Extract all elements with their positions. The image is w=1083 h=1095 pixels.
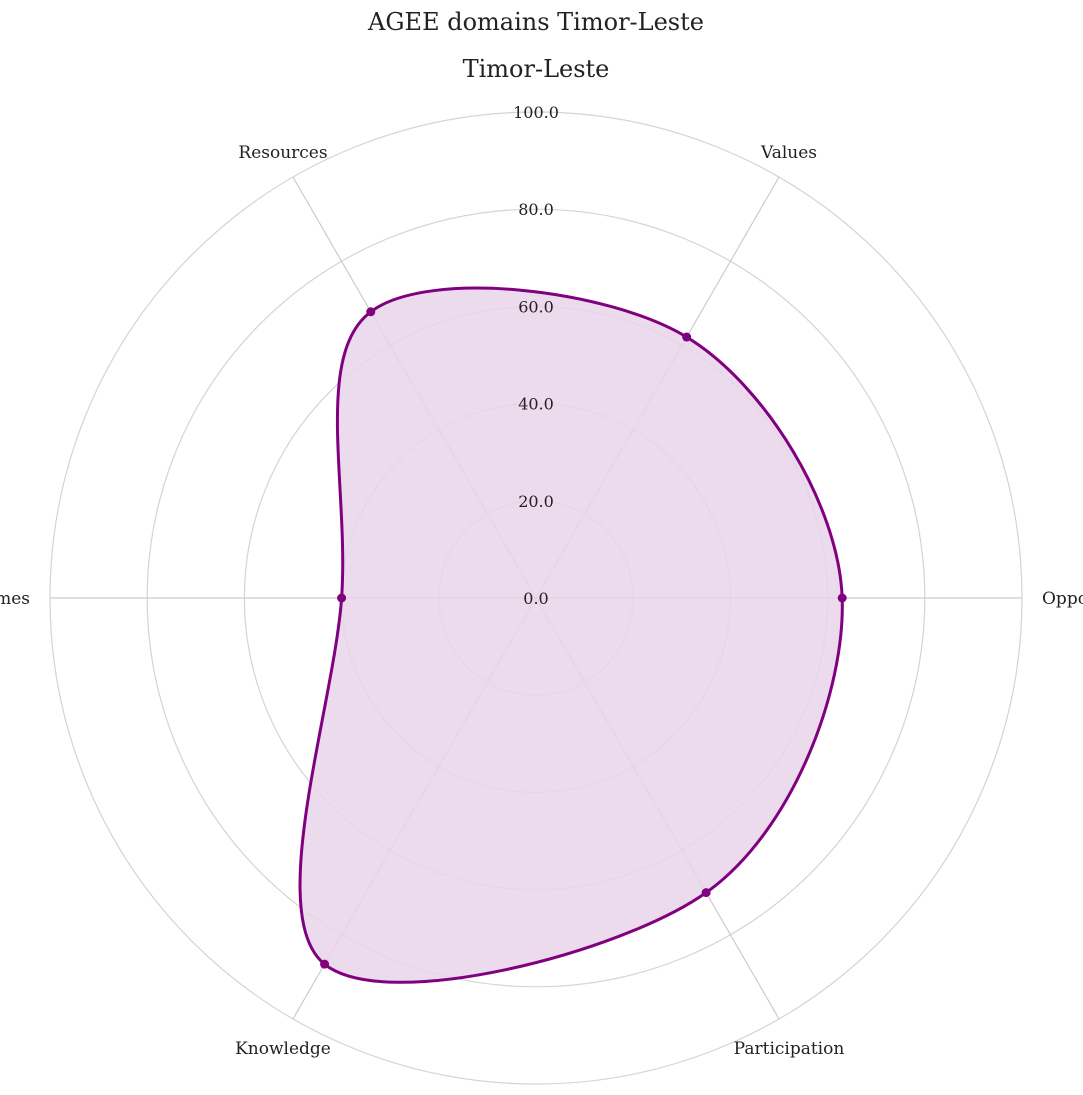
tick-label: 100.0 [513, 103, 559, 122]
tick-label: 20.0 [518, 492, 554, 511]
data-point [337, 593, 347, 603]
axis-label: Opportunities [1042, 589, 1083, 609]
series-layer [298, 286, 847, 984]
tick-label: 40.0 [518, 395, 554, 414]
data-point [682, 332, 692, 342]
axis-label: Values [760, 143, 817, 163]
tick-label: 60.0 [518, 297, 554, 316]
axis-label: Knowledge [235, 1039, 331, 1059]
axis-label: Outcomes [0, 589, 30, 609]
tick-label: 80.0 [518, 200, 554, 219]
data-point [366, 307, 376, 317]
tick-label: 0.0 [523, 589, 548, 608]
series-area [298, 286, 844, 984]
chart-subtitle: Timor-Leste [463, 55, 610, 83]
labels: 0.0 20.0 40.0 60.0 80.0 100.0 Opportunities Val… [0, 103, 1083, 1059]
axis-label: Resources [238, 143, 327, 163]
data-point [701, 888, 711, 898]
chart-title: AGEE domains Timor-Leste [367, 8, 704, 36]
axis-label: Participation [734, 1039, 845, 1059]
data-point [837, 593, 847, 603]
data-point [320, 959, 330, 969]
